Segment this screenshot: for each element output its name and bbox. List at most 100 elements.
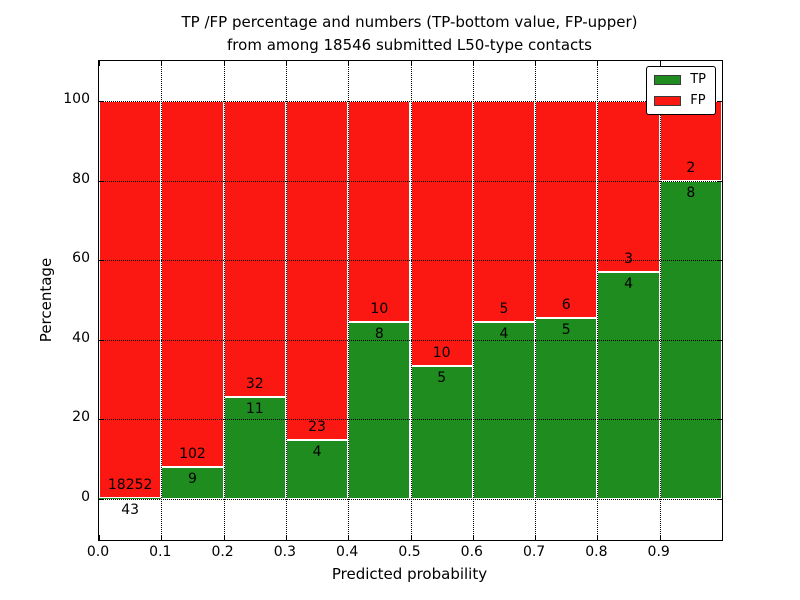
x-tick-mark	[223, 535, 225, 540]
fp-count-annotation: 10	[432, 345, 451, 362]
vertical-gridline	[223, 61, 225, 540]
fp-count-annotation: 23	[308, 419, 326, 436]
tp-bar-segment	[223, 397, 286, 499]
x-tick-mark	[410, 535, 412, 540]
x-tick-label: 0.4	[336, 544, 359, 560]
x-tick-label: 0.3	[273, 544, 297, 560]
y-tick-mark	[99, 339, 104, 341]
vertical-gridline	[659, 61, 661, 540]
vertical-gridline	[410, 61, 412, 540]
tp-bar-segment	[535, 318, 598, 499]
y-tick-mark	[99, 419, 104, 421]
x-tick-label: 0.5	[398, 544, 421, 560]
tp-count-annotation: 43	[121, 502, 140, 519]
x-tick-mark	[285, 61, 287, 66]
tp-legend-label: TP	[690, 72, 706, 87]
x-tick-label: 0.6	[460, 544, 483, 560]
fp-count-annotation: 10	[370, 301, 389, 318]
y-tick-mark	[99, 260, 104, 262]
fp-count-annotation: 6	[561, 297, 571, 314]
y-tick-label: 60	[72, 250, 90, 267]
vertical-gridline	[348, 61, 350, 540]
y-tick-mark	[717, 499, 722, 500]
y-tick-label: 0	[81, 489, 90, 505]
fp-bar-segment	[223, 101, 286, 398]
fp-bar-segment	[410, 101, 473, 367]
x-tick-mark	[285, 535, 287, 540]
x-tick-mark	[535, 61, 537, 66]
vertical-gridline	[472, 61, 474, 540]
tp-bar-segment	[99, 498, 162, 499]
x-tick-label: 0.2	[211, 544, 234, 560]
x-tick-mark	[223, 61, 225, 66]
x-tick-mark	[659, 61, 661, 66]
tp-count-annotation: 11	[245, 401, 264, 418]
x-tick-label: 0.8	[585, 544, 608, 560]
tp-bar-segment	[472, 322, 536, 499]
y-tick-mark	[717, 260, 722, 262]
x-tick-mark	[348, 61, 350, 66]
fp-count-annotation: 32	[245, 376, 264, 393]
tp-count-annotation: 8	[686, 184, 696, 201]
tp-bar-segment	[597, 271, 660, 499]
fp-count-annotation: 5	[499, 301, 509, 318]
y-tick-mark	[99, 499, 104, 500]
y-tick-mark	[717, 180, 722, 182]
vertical-gridline	[535, 61, 537, 540]
fp-legend-label: FP	[690, 93, 706, 108]
x-tick-label: 0.9	[647, 544, 670, 560]
chart-title-line2: from among 18546 submitted L50-type cont…	[227, 36, 592, 54]
tp-bar-segment	[285, 440, 349, 499]
x-tick-mark	[161, 61, 163, 66]
y-tick-mark	[99, 180, 104, 182]
tp-count-annotation: 4	[312, 444, 322, 461]
y-tick-label: 20	[72, 409, 90, 426]
x-tick-mark	[597, 61, 599, 66]
tp-count-annotation: 4	[624, 275, 633, 292]
tp-count-annotation: 5	[561, 322, 571, 339]
y-tick-mark	[717, 101, 722, 102]
x-tick-mark	[472, 61, 474, 66]
x-tick-mark	[161, 535, 163, 540]
y-tick-label: 40	[72, 329, 90, 346]
fp-legend-swatch	[654, 96, 682, 106]
fp-count-annotation: 102	[179, 445, 206, 462]
x-tick-mark	[99, 535, 100, 540]
vertical-gridline	[161, 61, 163, 540]
tp-count-annotation: 9	[187, 470, 197, 487]
x-tick-mark	[597, 535, 599, 540]
x-tick-mark	[99, 61, 100, 66]
tp-count-annotation: 4	[499, 326, 509, 343]
plot-area: TP FP 18252 43 102 9 32 11 23 4 10 8 10 5 5 4 6 5 3 4 2 8	[98, 60, 723, 541]
x-axis-label: Predicted probability	[331, 565, 488, 583]
fp-bar-segment	[161, 101, 224, 467]
fp-bar-segment	[472, 101, 536, 323]
x-tick-label: 0.7	[522, 544, 546, 560]
y-tick-label: 100	[63, 91, 90, 107]
y-tick-label: 80	[72, 170, 90, 187]
legend: TP FP	[646, 66, 716, 115]
vertical-gridline	[285, 61, 287, 540]
fp-bar-segment	[597, 101, 660, 272]
y-tick-mark	[717, 339, 722, 341]
x-tick-mark	[535, 535, 537, 540]
x-tick-mark	[348, 535, 350, 540]
fp-bar-segment	[348, 101, 411, 323]
fp-bar-segment	[99, 101, 162, 499]
y-tick-mark	[99, 101, 104, 102]
x-tick-mark	[472, 535, 474, 540]
legend-item-fp: FP	[654, 94, 706, 108]
fp-count-annotation: 2	[686, 159, 696, 176]
chart-title-line1: TP /FP percentage and numbers (TP-bottom…	[181, 13, 638, 31]
x-tick-mark	[410, 61, 412, 66]
y-tick-mark	[717, 419, 722, 421]
fp-count-annotation: 18252	[107, 477, 153, 494]
tp-legend-swatch	[654, 75, 682, 85]
x-tick-label: 0.1	[149, 544, 172, 560]
vertical-gridline	[597, 61, 599, 540]
fp-bar-segment	[285, 101, 349, 441]
fp-count-annotation: 3	[624, 250, 633, 267]
x-tick-label: 0.0	[86, 544, 110, 560]
tp-bar-segment	[348, 322, 411, 499]
tp-count-annotation: 8	[374, 326, 384, 343]
